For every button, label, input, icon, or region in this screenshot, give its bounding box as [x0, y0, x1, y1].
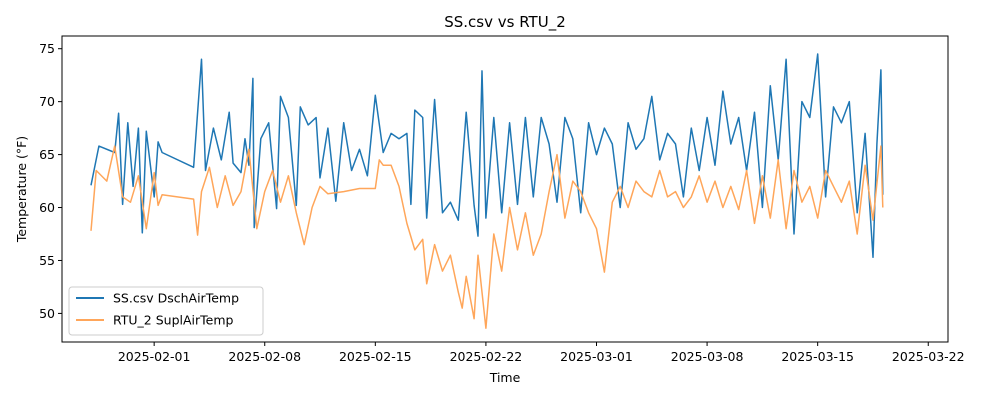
- y-axis-title: Temperature (°F): [14, 136, 29, 243]
- x-tick-label: 2025-03-15: [781, 349, 854, 364]
- series-line-1: [90, 53, 884, 259]
- x-tick-label: 2025-03-22: [892, 349, 965, 364]
- x-tick-label: 2025-02-22: [450, 349, 523, 364]
- y-tick-label: 75: [39, 41, 55, 56]
- x-tick-label: 2025-02-15: [339, 349, 412, 364]
- x-tick-label: 2025-02-01: [118, 349, 191, 364]
- y-axis: 50 55 60 65 70 75: [39, 41, 62, 321]
- y-tick-label: 55: [39, 253, 55, 268]
- x-tick-label: 2025-03-08: [671, 349, 744, 364]
- x-axis: 2025-02-01 2025-02-08 2025-02-15 2025-02-22…: [118, 342, 965, 364]
- legend-box: [68, 286, 264, 336]
- chart-title: SS.csv vs RTU_2: [444, 13, 566, 32]
- legend-label-2: RTU_2 SuplAirTemp: [113, 313, 234, 328]
- plot-area-frame: [61, 35, 949, 343]
- y-tick-label: 70: [39, 94, 55, 109]
- legend: SS.csv DschAirTemp RTU_2 SuplAirTemp: [68, 286, 264, 336]
- x-tick-label: 2025-03-01: [560, 349, 633, 364]
- x-tick-label: 2025-02-08: [228, 349, 301, 364]
- legend-label-1: SS.csv DschAirTemp: [113, 291, 239, 306]
- y-tick-label: 50: [39, 306, 55, 321]
- y-tick-label: 65: [39, 147, 55, 162]
- y-tick-label: 60: [39, 200, 55, 215]
- plot-series-layer: [90, 53, 884, 329]
- x-axis-title: Time: [489, 370, 521, 385]
- series-line-2: [90, 145, 884, 329]
